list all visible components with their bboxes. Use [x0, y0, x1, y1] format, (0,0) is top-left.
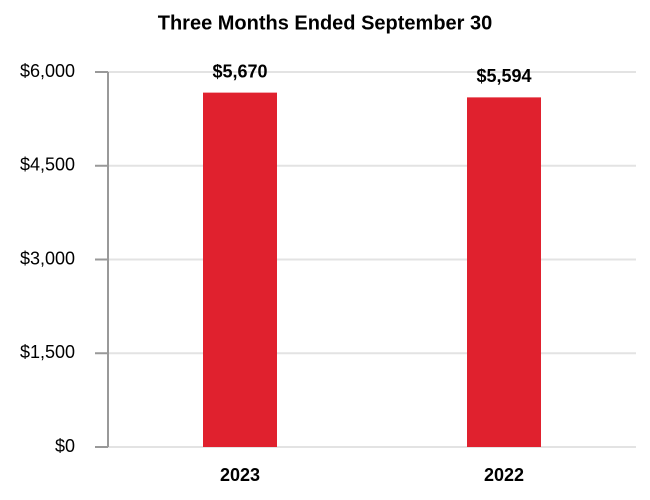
y-tick-label: $3,000: [20, 248, 75, 268]
bar: [203, 92, 277, 447]
y-tick-label: $4,500: [20, 155, 75, 175]
chart-title: Three Months Ended September 30: [158, 12, 493, 34]
value-label: $5,670: [212, 61, 267, 81]
x-tick-label: 2023: [220, 465, 260, 485]
x-tick-label: 2022: [484, 465, 524, 485]
bar: [467, 97, 541, 447]
y-tick-label: $0: [55, 436, 75, 456]
y-tick-label: $6,000: [20, 61, 75, 81]
y-tick-label: $1,500: [20, 342, 75, 362]
value-label: $5,594: [476, 66, 531, 86]
